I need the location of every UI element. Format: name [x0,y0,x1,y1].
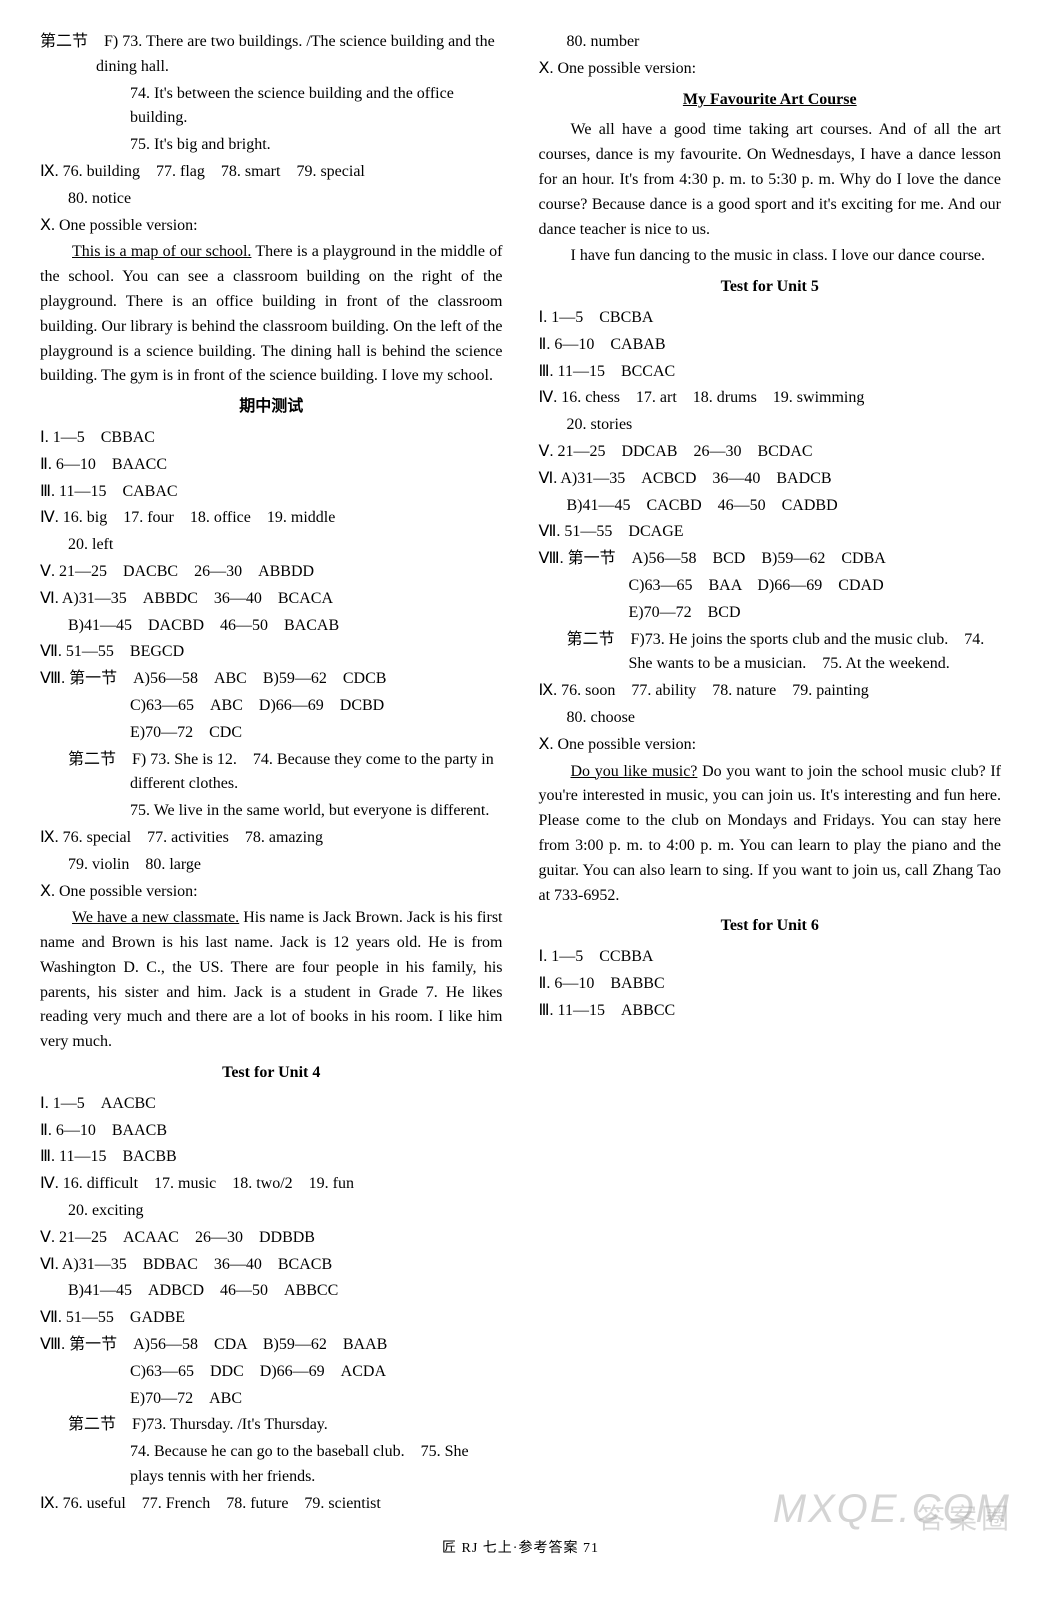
item: Ⅳ. 16. difficult 17. music 18. two/2 19.… [40,1172,503,1197]
section-label: Ⅹ. One possible version: [539,733,1002,758]
item: Ⅷ. 第一节 A)56—58 CDA B)59—62 BAAB [40,1333,503,1358]
item: Ⅷ. 第一节 A)56—58 ABC B)59—62 CDCB [40,667,503,692]
section-title: Test for Unit 4 [40,1061,503,1086]
item: Ⅶ. 51—55 DCAGE [539,520,1002,545]
essay-lead: We have a new classmate. [72,909,239,926]
item: Ⅸ. 76. useful 77. French 78. future 79. … [40,1492,503,1517]
item: 第二节 F)73. Thursday. /It's Thursday. [40,1413,503,1438]
item: 第二节 F) 73. She is 12. 74. Because they c… [40,748,503,798]
essay-paragraph: I have fun dancing to the music in class… [539,244,1002,269]
item: 80. number [539,30,1002,55]
item: Ⅲ. 11—15 BACBB [40,1145,503,1170]
item: Ⅵ. A)31—35 BDBAC 36—40 BCACB [40,1253,503,1278]
item: B)41—45 CACBD 46—50 CADBD [539,494,1002,519]
item: Ⅶ. 51—55 GADBE [40,1306,503,1331]
item: Ⅸ. 76. building 77. flag 78. smart 79. s… [40,160,503,185]
item: Ⅰ. 1—5 CBCBA [539,306,1002,331]
item: B)41—45 DACBD 46—50 BACAB [40,614,503,639]
item: C)63—65 DDC D)66—69 ACDA [40,1360,503,1385]
item: Ⅱ. 6—10 BABBC [539,972,1002,997]
item: Ⅳ. 16. big 17. four 18. office 19. middl… [40,506,503,531]
item: Ⅸ. 76. soon 77. ability 78. nature 79. p… [539,679,1002,704]
item: 75. It's big and bright. [40,133,503,158]
item: Ⅷ. 第一节 A)56—58 BCD B)59—62 CDBA [539,547,1002,572]
item: 80. choose [539,706,1002,731]
essay-paragraph: We all have a good time taking art cours… [539,118,1002,242]
item: Ⅲ. 11—15 ABBCC [539,999,1002,1024]
item: B)41—45 ADBCD 46—50 ABBCC [40,1279,503,1304]
item: 80. notice [40,187,503,212]
item: 第二节 F) 73. There are two buildings. /The… [40,30,503,80]
item: Ⅴ. 21—25 DACBC 26—30 ABBDD [40,560,503,585]
section-title: Test for Unit 6 [539,914,1002,939]
section-label: Ⅹ. One possible version: [539,57,1002,82]
essay-lead: Do you like music? [571,763,698,780]
section-label: Ⅹ. One possible version: [40,880,503,905]
two-column-layout: 第二节 F) 73. There are two buildings. /The… [40,30,1001,1530]
item: C)63—65 ABC D)66—69 DCBD [40,694,503,719]
essay-lead: This is a map of our school. [72,243,251,260]
item: Ⅵ. A)31—35 ACBCD 36—40 BADCB [539,467,1002,492]
item: E)70—72 BCD [539,601,1002,626]
item: Ⅳ. 16. chess 17. art 18. drums 19. swimm… [539,386,1002,411]
item: Ⅲ. 11—15 BCCAC [539,360,1002,385]
item: Ⅱ. 6—10 CABAB [539,333,1002,358]
essay-body: His name is Jack Brown. Jack is his firs… [40,909,503,1050]
item: E)70—72 CDC [40,721,503,746]
item: 79. violin 80. large [40,853,503,878]
item: E)70—72 ABC [40,1387,503,1412]
item: Ⅲ. 11—15 CABAC [40,480,503,505]
essay-title: My Favourite Art Course [539,88,1002,113]
essay-paragraph: We have a new classmate. His name is Jac… [40,906,503,1055]
item: Ⅰ. 1—5 CCBBA [539,945,1002,970]
section-title: Test for Unit 5 [539,275,1002,300]
page-footer: 匠 RJ 七上·参考答案 71 [40,1538,1001,1560]
essay-body: Do you want to join the school music clu… [539,763,1002,904]
item: Ⅰ. 1—5 AACBC [40,1092,503,1117]
item: 第二节 F)73. He joins the sports club and t… [539,628,1002,678]
item: C)63—65 BAA D)66—69 CDAD [539,574,1002,599]
item: Ⅵ. A)31—35 ABBDC 36—40 BCACA [40,587,503,612]
item: Ⅶ. 51—55 BEGCD [40,640,503,665]
item: Ⅸ. 76. special 77. activities 78. amazin… [40,826,503,851]
item: 74. Because he can go to the baseball cl… [40,1440,503,1490]
essay-body: There is a playground in the middle of t… [40,243,503,384]
item: Ⅰ. 1—5 CBBAC [40,426,503,451]
item: 75. We live in the same world, but every… [40,799,503,824]
item: Ⅱ. 6—10 BAACB [40,1119,503,1144]
section-label: Ⅹ. One possible version: [40,214,503,239]
item: Ⅴ. 21—25 ACAAC 26—30 DDBDB [40,1226,503,1251]
essay-paragraph: Do you like music? Do you want to join t… [539,760,1002,909]
item: 20. stories [539,413,1002,438]
item: Ⅱ. 6—10 BAACC [40,453,503,478]
item: 20. left [40,533,503,558]
section-title: 期中测试 [40,395,503,420]
item: 20. exciting [40,1199,503,1224]
item: Ⅴ. 21—25 DDCAB 26—30 BCDAC [539,440,1002,465]
essay-paragraph: This is a map of our school. There is a … [40,240,503,389]
item: 74. It's between the science building an… [40,82,503,132]
